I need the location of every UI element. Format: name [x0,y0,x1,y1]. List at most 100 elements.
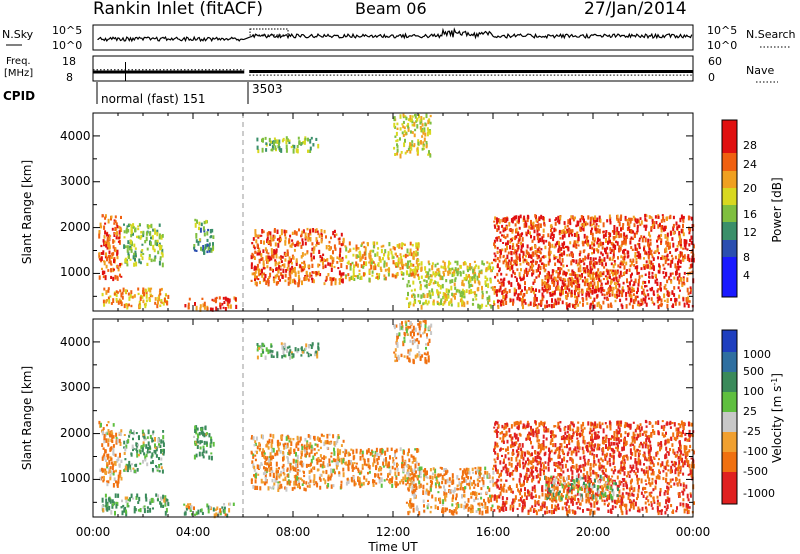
echo-cell [288,256,291,261]
echo-cell [352,449,355,455]
echo-cell [254,442,257,446]
echo-cell [148,256,151,261]
echo-cell [281,264,284,267]
echo-cell [533,290,536,295]
echo-cell [686,248,689,251]
echo-cell [666,496,669,501]
echo-cell [572,244,575,248]
echo-cell [209,505,212,509]
echo-cell [513,272,516,276]
echo-cell [608,214,611,219]
echo-cell [276,452,279,456]
echo-cell [146,506,149,509]
echo-cell [332,434,335,439]
echo-cell [632,284,635,287]
echo-cell [513,215,516,221]
echo-cell [210,248,213,253]
echo-cell [339,247,342,253]
echo-cell [128,246,131,251]
echo-cell [666,298,669,303]
echo-cell [262,448,265,452]
echo-cell [498,299,501,302]
echo-cell [468,289,471,295]
echo-cell [284,240,287,246]
echo-cell [228,508,231,513]
echo-cell [195,233,198,236]
echo-cell [463,468,466,471]
echo-cell [461,288,464,292]
echo-cell [527,262,530,265]
echo-cell [278,146,281,151]
echo-cell [618,234,621,239]
echo-cell [504,257,507,263]
echo-cell [406,264,409,269]
echo-cell [612,256,615,259]
echo-cell [321,233,323,238]
echo-cell [209,307,212,312]
echo-cell [332,484,335,488]
echo-cell [300,460,303,464]
echo-cell [322,434,325,438]
echo-cell [331,259,334,264]
echo-cell [292,256,295,260]
echo-cell [527,215,530,220]
echo-cell [678,460,681,465]
echo-cell [604,275,607,278]
echo-cell [537,248,540,252]
echo-cell [222,508,225,513]
echo-cell [330,279,333,285]
echo-cell [338,237,341,241]
echo-cell [425,141,428,144]
echo-cell [141,249,144,252]
echo-cell [495,290,498,294]
echo-cell [515,227,518,232]
echo-cell [311,242,314,246]
echo-cell [333,234,336,238]
echo-cell [645,219,648,222]
echo-cell [432,467,435,471]
echo-cell [219,510,222,516]
echo-cell [449,480,452,484]
echo-cell [404,133,407,136]
echo-cell [297,469,300,472]
echo-cell [508,259,511,263]
echo-cell [104,254,107,259]
echo-cell [132,223,135,227]
echo-cell [503,218,506,223]
echo-cell [534,250,537,253]
echo-cell [580,226,583,231]
echo-cell [688,267,691,270]
echo-cell [338,450,341,456]
echo-cell [306,227,309,231]
echo-cell [215,306,218,311]
echo-cell [680,214,683,220]
echo-cell [378,479,381,484]
echo-cell [161,448,164,452]
echo-cell [254,479,257,484]
echo-cell [613,260,616,263]
echo-cell [592,236,594,241]
echo-cell [682,255,685,260]
echo-cell [299,486,301,490]
echo-cell [578,287,581,291]
echo-cell [277,439,280,444]
echo-cell [487,265,490,268]
echo-cell [409,241,412,246]
echo-cell [319,478,322,482]
echo-cell [448,509,451,513]
echo-cell [563,241,566,246]
echo-cell [649,234,652,238]
echo-cell [681,251,683,257]
echo-cell [568,228,571,233]
echo-cell [611,278,614,281]
echo-cell [406,270,409,276]
echo-cell [476,478,479,482]
echo-cell [304,136,307,139]
echo-cell [141,243,144,246]
echo-cell [407,125,410,129]
echo-cell [591,241,594,246]
echo-cell [498,281,501,284]
echo-cell [577,234,580,239]
echo-cell [651,301,654,304]
